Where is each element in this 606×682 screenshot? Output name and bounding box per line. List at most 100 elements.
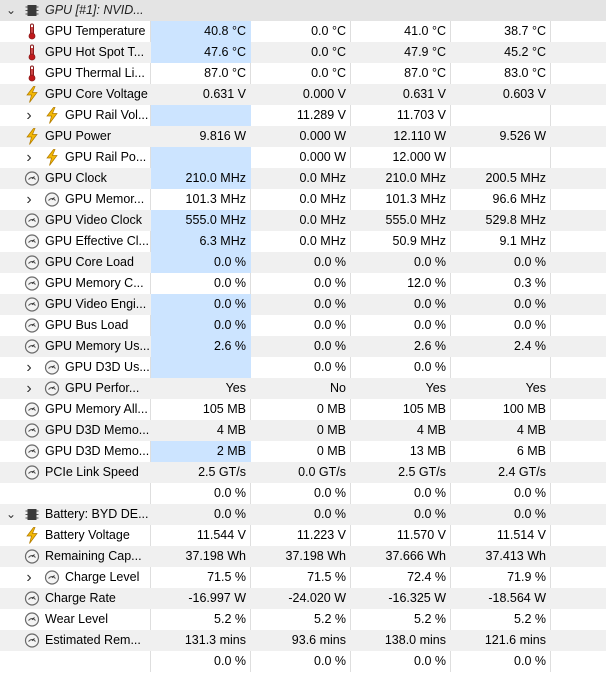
- gauge-icon: [24, 464, 40, 481]
- average-value: 38.7 °C: [504, 24, 546, 38]
- maximum-value: 4 MB: [416, 423, 446, 437]
- minimum-value: 5.2 %: [314, 612, 346, 626]
- average-value: 0.0 %: [514, 654, 546, 668]
- average-value: 4 MB: [516, 423, 546, 437]
- sensor-row[interactable]: GPU Hot Spot T... 47.6 °C 0.0 °C 47.9 °C 45.…: [0, 42, 606, 63]
- sensor-row[interactable]: › GPU D3D Us... 0.0 % 0.0 %: [0, 357, 606, 378]
- sensor-row[interactable]: GPU Thermal Li... 87.0 °C 0.0 °C 87.0 °C 83.…: [0, 63, 606, 84]
- average-value: 9.1 MHz: [499, 234, 546, 248]
- chevron-right-icon[interactable]: ›: [26, 380, 32, 397]
- sensor-row[interactable]: GPU Clock 210.0 MHz 0.0 MHz 210.0 MHz 200.5 …: [0, 168, 606, 189]
- average-value: [451, 147, 551, 168]
- average-value: 71.9 %: [507, 570, 546, 584]
- average-value: 0.0 %: [514, 297, 546, 311]
- current-value: 210.0 MHz: [151, 168, 251, 189]
- sensor-row[interactable]: › GPU Rail Po... 0.000 W 12.000 W: [0, 147, 606, 168]
- average-value: 9.526 W: [499, 129, 546, 143]
- sensor-row[interactable]: GPU Core Load 0.0 % 0.0 % 0.0 % 0.0 %: [0, 252, 606, 273]
- sensor-row[interactable]: GPU Core Voltage 0.631 V 0.000 V 0.631 V 0.6…: [0, 84, 606, 105]
- maximum-value: 37.666 Wh: [385, 549, 446, 563]
- chevron-down-icon[interactable]: ⌄: [5, 3, 17, 17]
- sensor-row[interactable]: GPU Temperature 40.8 °C 0.0 °C 41.0 °C 38.7 …: [0, 21, 606, 42]
- minimum-value: 0.0 GT/s: [298, 465, 346, 479]
- sensor-row[interactable]: Battery Voltage 11.544 V 11.223 V 11.570 V 1…: [0, 525, 606, 546]
- maximum-value: 210.0 MHz: [385, 171, 446, 185]
- sensor-name: GPU Memory C...: [45, 276, 144, 290]
- current-value: 47.6 °C: [151, 42, 251, 63]
- gauge-icon: [24, 296, 40, 313]
- sensor-row[interactable]: Remaining Cap... 37.198 Wh 37.198 Wh 37.666…: [0, 546, 606, 567]
- chip-icon: [24, 2, 40, 19]
- maximum-value: 41.0 °C: [404, 24, 446, 38]
- sensor-row[interactable]: › GPU Perfor... Yes No Yes Yes: [0, 378, 606, 399]
- sensor-row[interactable]: GPU Effective Cl... 6.3 MHz 0.0 MHz 50.9 MH…: [0, 231, 606, 252]
- sensor-name: GPU D3D Memo...: [45, 423, 149, 437]
- sensor-row[interactable]: GPU Power 9.816 W 0.000 W 12.110 W 9.526 W: [0, 126, 606, 147]
- minimum-value: 0.0 %: [314, 486, 346, 500]
- chevron-right-icon[interactable]: ›: [26, 107, 32, 124]
- minimum-value: No: [330, 381, 346, 395]
- average-value: 529.8 MHz: [485, 213, 546, 227]
- sensor-name: GPU Temperature: [45, 24, 146, 38]
- gauge-icon: [44, 359, 60, 376]
- chevron-down-icon[interactable]: ⌄: [5, 507, 17, 521]
- maximum-value: 12.110 W: [393, 129, 446, 143]
- sensor-row[interactable]: GPU Video Clock 555.0 MHz 0.0 MHz 555.0 MHz…: [0, 210, 606, 231]
- sensor-row[interactable]: GPU Memory Us... 2.6 % 0.0 % 2.6 % 2.4 %: [0, 336, 606, 357]
- maximum-value: 13 MB: [409, 444, 446, 458]
- chevron-right-icon[interactable]: ›: [26, 359, 32, 376]
- current-value: 40.8 °C: [151, 21, 251, 42]
- sensor-row[interactable]: ⌄ Battery: BYD DE... 0.0 % 0.0 % 0.0 % 0.0 %: [0, 504, 606, 525]
- maximum-value: 0.0 %: [414, 507, 446, 521]
- thermometer-icon: [24, 44, 40, 61]
- chevron-right-icon[interactable]: ›: [26, 191, 32, 208]
- sensor-name: GPU Perfor...: [65, 381, 140, 395]
- sensor-row[interactable]: Wear Level 5.2 % 5.2 % 5.2 % 5.2 %: [0, 609, 606, 630]
- sensor-row[interactable]: GPU D3D Memo... 2 MB 0 MB 13 MB 6 MB: [0, 441, 606, 462]
- maximum-value: 101.3 MHz: [385, 192, 446, 206]
- current-value: 37.198 Wh: [185, 549, 246, 563]
- sensor-group-row[interactable]: ⌄ GPU [#1]: NVID...: [0, 0, 606, 21]
- minimum-value: 0.0 %: [314, 360, 346, 374]
- average-value: 11.514 V: [496, 528, 546, 542]
- minimum-value: 71.5 %: [307, 570, 346, 584]
- sensor-row[interactable]: PCIe Link Speed 2.5 GT/s 0.0 GT/s 2.5 GT/s 2…: [0, 462, 606, 483]
- chip-icon: [24, 506, 40, 523]
- sensor-row[interactable]: Estimated Rem... 131.3 mins 93.6 mins 138.0…: [0, 630, 606, 651]
- minimum-value: 0.0 MHz: [299, 171, 346, 185]
- sensor-row[interactable]: 0.0 % 0.0 % 0.0 % 0.0 %: [0, 483, 606, 504]
- current-value: 5.2 %: [214, 612, 246, 626]
- chevron-right-icon[interactable]: ›: [26, 569, 32, 586]
- minimum-value: 0.0 MHz: [299, 213, 346, 227]
- chevron-right-icon[interactable]: ›: [26, 149, 32, 166]
- sensor-name: GPU Rail Vol...: [65, 108, 149, 122]
- maximum-value: 11.703 V: [396, 108, 446, 122]
- average-value: 6 MB: [516, 444, 546, 458]
- sensor-row[interactable]: GPU Bus Load 0.0 % 0.0 % 0.0 % 0.0 %: [0, 315, 606, 336]
- average-value: 0.603 V: [502, 87, 546, 101]
- minimum-value: 0.000 W: [299, 150, 346, 164]
- current-value: 0.0 %: [151, 294, 251, 315]
- thermometer-icon: [24, 65, 40, 82]
- sensor-row[interactable]: GPU D3D Memo... 4 MB 0 MB 4 MB 4 MB: [0, 420, 606, 441]
- sensor-row[interactable]: › GPU Rail Vol... 11.289 V 11.703 V: [0, 105, 606, 126]
- sensor-row[interactable]: › GPU Memor... 101.3 MHz 0.0 MHz 101.3 MHz 96…: [0, 189, 606, 210]
- sensor-row[interactable]: 0.0 % 0.0 % 0.0 % 0.0 %: [0, 651, 606, 672]
- sensor-name: Charge Level: [65, 570, 140, 584]
- sensor-name: Estimated Rem...: [45, 633, 141, 647]
- maximum-value: 87.0 °C: [404, 66, 446, 80]
- gauge-icon: [24, 590, 40, 607]
- sensor-row[interactable]: GPU Memory C... 0.0 % 0.0 % 12.0 % 0.3 %: [0, 273, 606, 294]
- sensor-row[interactable]: Charge Rate -16.997 W -24.020 W -16.325 W -1…: [0, 588, 606, 609]
- maximum-value: 2.6 %: [414, 339, 446, 353]
- sensor-row[interactable]: › Charge Level 71.5 % 71.5 % 72.4 % 71.9 %: [0, 567, 606, 588]
- gauge-icon: [24, 317, 40, 334]
- sensor-row[interactable]: GPU Video Engi... 0.0 % 0.0 % 0.0 % 0.0 %: [0, 294, 606, 315]
- minimum-value: 0.0 %: [314, 654, 346, 668]
- sensor-row[interactable]: GPU Memory All... 105 MB 0 MB 105 MB 100 MB: [0, 399, 606, 420]
- average-value: 45.2 °C: [504, 45, 546, 59]
- current-value: 4 MB: [216, 423, 246, 437]
- gauge-icon: [24, 443, 40, 460]
- average-value: 0.0 %: [514, 255, 546, 269]
